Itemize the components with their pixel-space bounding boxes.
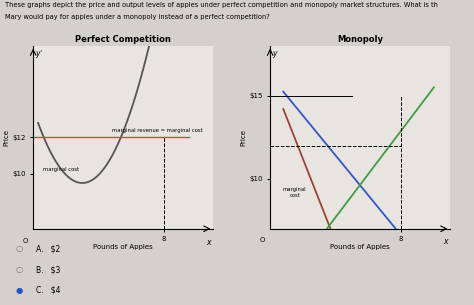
Text: marginal cost: marginal cost — [43, 167, 79, 172]
Text: marginal
cost: marginal cost — [283, 187, 307, 198]
Y-axis label: Price: Price — [3, 129, 9, 146]
Title: Monopoly: Monopoly — [337, 34, 383, 44]
Text: x: x — [206, 238, 210, 247]
Text: ○: ○ — [15, 265, 23, 275]
Text: Mary would pay for apples under a monopoly instead of a perfect competition?: Mary would pay for apples under a monopo… — [5, 14, 270, 20]
Y-axis label: Price: Price — [240, 129, 246, 146]
Text: B.   $3: B. $3 — [36, 265, 60, 275]
Title: Perfect Competition: Perfect Competition — [75, 34, 171, 44]
Text: O: O — [23, 238, 28, 244]
Text: ○: ○ — [15, 244, 23, 253]
X-axis label: Pounds of Apples: Pounds of Apples — [93, 244, 153, 250]
Text: ': ' — [41, 50, 42, 55]
Text: y: y — [273, 49, 277, 58]
Text: O: O — [260, 237, 265, 243]
Text: y: y — [36, 49, 40, 59]
Text: C.   $4: C. $4 — [36, 286, 60, 295]
Text: A.   $2: A. $2 — [36, 244, 60, 253]
X-axis label: Pounds of Apples: Pounds of Apples — [330, 244, 390, 250]
Text: These graphs depict the price and output levels of apples under perfect competit: These graphs depict the price and output… — [5, 2, 438, 8]
Text: ●: ● — [15, 286, 23, 295]
Text: marginal revenue = marginal cost: marginal revenue = marginal cost — [112, 128, 202, 133]
Text: x: x — [443, 237, 447, 246]
